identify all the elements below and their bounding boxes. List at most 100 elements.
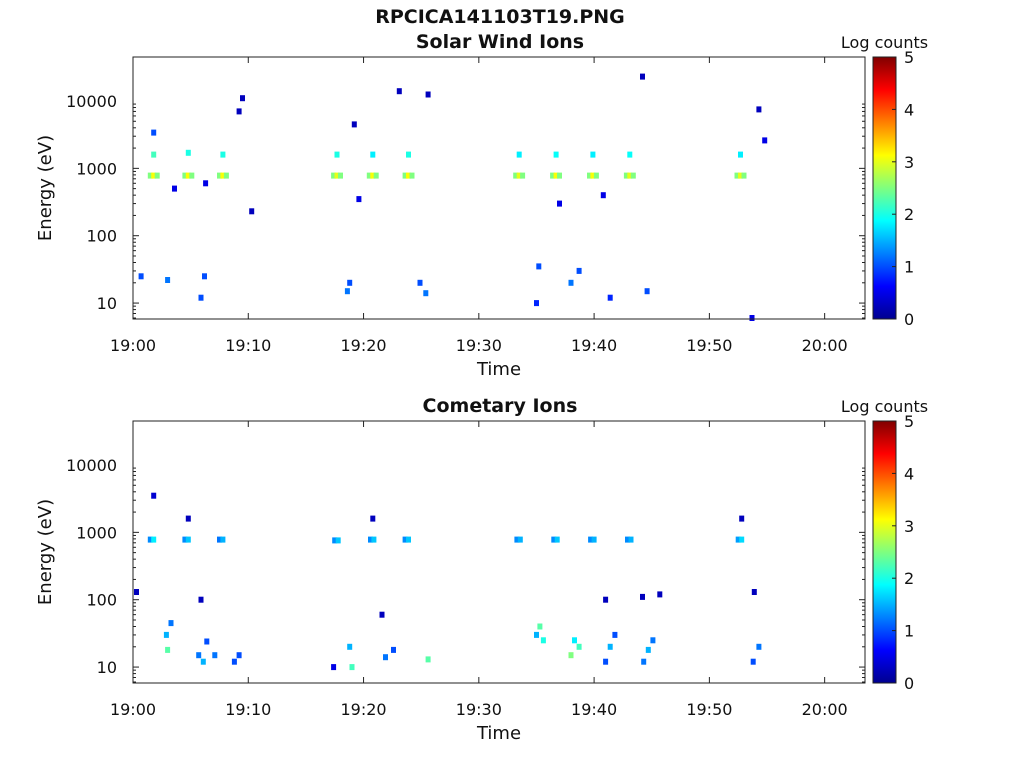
data-point bbox=[383, 654, 388, 661]
data-point bbox=[603, 658, 609, 665]
data-point bbox=[425, 656, 431, 663]
data-point bbox=[590, 151, 596, 158]
data-point bbox=[756, 106, 762, 113]
data-point bbox=[735, 536, 741, 543]
x-tick-label: 19:30 bbox=[456, 336, 502, 355]
data-point bbox=[154, 172, 160, 179]
x-tick-label: 19:50 bbox=[686, 336, 732, 355]
y-tick-label: 10000 bbox=[66, 92, 117, 111]
colorbar bbox=[872, 56, 897, 320]
data-point bbox=[185, 536, 191, 543]
data-point bbox=[147, 536, 153, 543]
x-tick-label: 20:00 bbox=[802, 336, 848, 355]
data-point bbox=[557, 172, 562, 179]
data-point bbox=[185, 515, 191, 522]
y-tick-label: 10 bbox=[97, 294, 117, 313]
data-point bbox=[203, 180, 209, 187]
y-tick-label: 10 bbox=[97, 658, 117, 677]
x-tick-label: 19:30 bbox=[456, 700, 502, 719]
x-tick-label: 19:20 bbox=[340, 700, 386, 719]
data-point bbox=[371, 536, 377, 543]
data-point bbox=[514, 536, 520, 543]
colorbar-tick-label: 3 bbox=[904, 153, 914, 172]
data-point bbox=[249, 208, 255, 215]
data-point bbox=[172, 185, 177, 192]
data-point bbox=[185, 149, 191, 156]
data-point bbox=[370, 151, 376, 158]
data-point bbox=[739, 515, 745, 522]
data-point bbox=[607, 294, 613, 301]
data-point bbox=[379, 611, 385, 618]
data-point bbox=[741, 172, 747, 179]
figure-title: RPCICA141103T19.PNG bbox=[375, 6, 625, 28]
data-point bbox=[151, 172, 157, 179]
data-point bbox=[536, 263, 542, 270]
y-tick-label: 1000 bbox=[76, 159, 117, 178]
data-point bbox=[600, 192, 606, 199]
colorbar-tick-label: 5 bbox=[904, 412, 914, 431]
data-point bbox=[165, 277, 171, 283]
x-tick-label: 19:20 bbox=[340, 336, 386, 355]
data-point bbox=[425, 91, 431, 98]
solar-wind-panel: 19:00 19:10 19:20 19:30 19:40 19:50 20:00 Time 1… bbox=[35, 33, 928, 380]
data-point bbox=[587, 172, 592, 179]
plot-frame bbox=[132, 56, 866, 320]
data-point bbox=[396, 88, 402, 95]
data-point bbox=[751, 589, 757, 595]
data-point bbox=[370, 172, 376, 179]
data-point bbox=[756, 643, 762, 650]
data-point bbox=[572, 637, 577, 644]
data-point bbox=[240, 95, 245, 102]
x-tick-label: 19:40 bbox=[571, 700, 617, 719]
data-point bbox=[645, 646, 651, 653]
data-point bbox=[347, 279, 353, 286]
x-axis-label: Time bbox=[476, 359, 521, 380]
colorbar-tick-label: 4 bbox=[904, 464, 914, 483]
x-tick-label: 19:00 bbox=[110, 700, 156, 719]
colorbar-tick-label: 0 bbox=[904, 310, 914, 329]
y-tick-label: 10000 bbox=[66, 456, 117, 475]
colorbar-tick-label: 2 bbox=[904, 569, 914, 588]
data-point bbox=[520, 172, 526, 179]
colorbar-label: Log counts bbox=[841, 33, 928, 52]
data-point bbox=[588, 536, 594, 543]
data-point bbox=[351, 121, 357, 128]
colorbar-tick-label: 3 bbox=[904, 517, 914, 536]
data-point bbox=[612, 631, 618, 638]
data-point bbox=[165, 646, 171, 653]
data-point bbox=[406, 151, 411, 158]
data-point bbox=[517, 536, 523, 543]
x-tick-label: 20:00 bbox=[802, 700, 848, 719]
data-point bbox=[331, 664, 337, 671]
data-point bbox=[513, 172, 519, 179]
data-point bbox=[402, 172, 408, 179]
data-point bbox=[537, 623, 543, 630]
data-point bbox=[370, 515, 376, 522]
data-point bbox=[338, 172, 343, 179]
data-point bbox=[182, 536, 188, 543]
data-point bbox=[627, 172, 633, 179]
data-point bbox=[739, 536, 745, 543]
data-point bbox=[220, 172, 226, 179]
data-point bbox=[738, 151, 743, 158]
data-point bbox=[185, 172, 191, 179]
data-point bbox=[151, 151, 157, 158]
data-point bbox=[534, 631, 539, 638]
data-point bbox=[182, 172, 188, 179]
data-point bbox=[553, 172, 559, 179]
data-point bbox=[625, 536, 630, 543]
data-point bbox=[373, 172, 379, 179]
y-axis-label: Energy (eV) bbox=[35, 135, 56, 241]
data-point bbox=[196, 652, 202, 659]
data-point bbox=[762, 137, 768, 144]
data-point bbox=[236, 108, 242, 115]
x-tick-label: 19:50 bbox=[686, 700, 732, 719]
data-point bbox=[554, 536, 560, 543]
data-point bbox=[349, 664, 355, 671]
data-point bbox=[347, 643, 353, 650]
x-axis-label: Time bbox=[476, 723, 521, 744]
data-point bbox=[576, 643, 582, 650]
data-point bbox=[650, 637, 656, 644]
data-point bbox=[220, 536, 226, 543]
data-point bbox=[557, 200, 562, 207]
